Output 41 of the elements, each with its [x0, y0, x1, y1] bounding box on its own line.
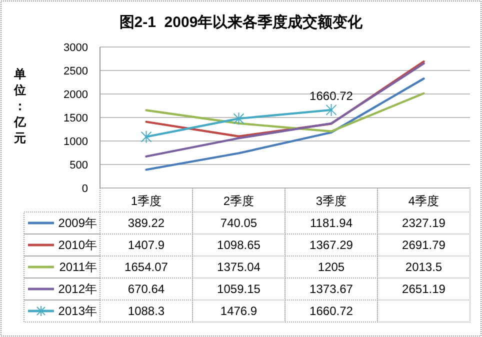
data-label: 1059.15	[217, 282, 261, 296]
y-tick-label: 3000	[64, 42, 88, 54]
data-label: 1407.9	[128, 238, 165, 252]
data-label: 670.64	[128, 282, 165, 296]
y-tick-label: 0	[82, 183, 88, 195]
data-label: 1205	[318, 260, 345, 274]
y-tick-label: 2500	[64, 66, 88, 78]
y-tick-label: 2000	[64, 89, 88, 101]
data-label: 1660.72	[310, 304, 354, 318]
data-label: 1088.3	[128, 304, 165, 318]
data-label: 1373.67	[310, 282, 354, 296]
data-label: 2327.19	[402, 216, 446, 230]
data-label: 740.05	[220, 216, 258, 230]
data-label: 1654.07	[124, 260, 168, 274]
point	[233, 112, 244, 126]
x-tick-label: 1季度	[130, 194, 162, 208]
data-label: 1476.9	[220, 304, 258, 318]
point	[140, 130, 152, 144]
legend-label: 2009年	[58, 216, 97, 230]
data-label: 2691.79	[402, 238, 446, 252]
data-label: 389.22	[128, 216, 165, 230]
data-label: 1367.29	[310, 238, 354, 252]
legend-label: 2010年	[58, 238, 97, 252]
x-tick-label: 4季度	[408, 194, 440, 208]
data-label: 1098.65	[217, 238, 261, 252]
x-tick-label: 3季度	[316, 194, 347, 208]
y-tick-label: 500	[70, 160, 88, 172]
data-label: 2651.19	[402, 282, 446, 296]
x-tick-label: 2季度	[223, 194, 254, 208]
legend-label: 2011年	[59, 260, 97, 274]
data-label: 1181.94	[310, 216, 353, 230]
y-axis-title: 单位：亿元	[13, 67, 27, 145]
point	[326, 103, 337, 116]
legend-label: 2012年	[58, 282, 97, 296]
data-label: 2013.5	[405, 260, 442, 274]
legend-label: 2013年	[58, 304, 97, 318]
annotation: 1660.72	[310, 88, 354, 103]
y-tick-label: 1000	[64, 136, 88, 148]
data-label: 1375.04	[217, 260, 261, 274]
y-tick-label: 1500	[64, 112, 88, 124]
chart-title: 图2-1 2009年以来各季度成交额变化	[119, 13, 364, 31]
